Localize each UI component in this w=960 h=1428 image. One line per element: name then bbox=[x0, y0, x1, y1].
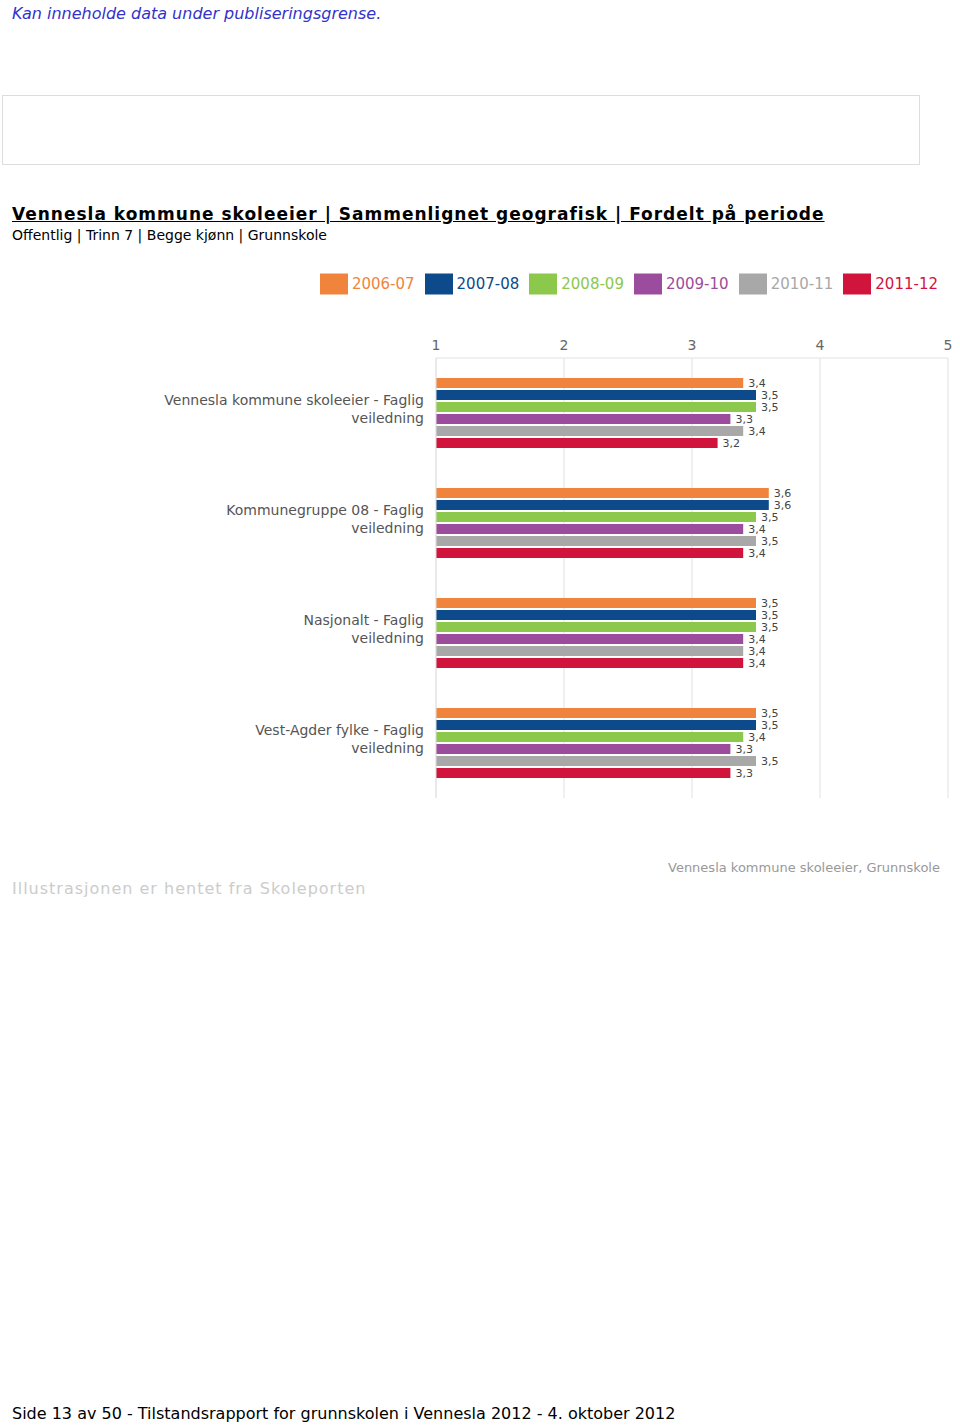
svg-text:3,5: 3,5 bbox=[761, 706, 779, 720]
svg-text:3,6: 3,6 bbox=[773, 498, 792, 512]
html-text:2011-12: 2011-12 bbox=[875, 274, 938, 293]
svg-text:3,5: 3,5 bbox=[761, 510, 779, 524]
svg-text:3,3: 3,3 bbox=[735, 767, 753, 780]
svg-text:3,4: 3,4 bbox=[748, 376, 766, 390]
html-text:2007-08: 2007-08 bbox=[456, 274, 520, 293]
html-text:Vennesla kommune skoleeier, Gr: Vennesla kommune skoleeier, Grunnskole bbox=[668, 860, 940, 875]
svg-text:3,6: 3,6 bbox=[773, 486, 792, 500]
svg-text:3,3: 3,3 bbox=[735, 412, 753, 426]
svg-text:Kommunegruppe 08 - Fagligveile: Kommunegruppe 08 - Fagligveiledning bbox=[226, 502, 424, 536]
html-text:2009-10: 2009-10 bbox=[665, 274, 729, 293]
svg-text:3,4: 3,4 bbox=[748, 547, 766, 560]
html-text:Illustrasjonen er hentet fra S: Illustrasjonen er hentet fra Skoleporten bbox=[12, 879, 367, 898]
svg-text:3,4: 3,4 bbox=[748, 657, 766, 670]
html-text:Side 13 av 50 - Tilstandsrappo: Side 13 av 50 - Tilstandsrapport for gru… bbox=[12, 1404, 676, 1423]
html-text:Kan inneholde data under publi: Kan inneholde data under publiseringsgre… bbox=[12, 4, 382, 23]
svg-text:3,4: 3,4 bbox=[748, 522, 766, 536]
html-text:Vennesla kommune skoleeier | S: Vennesla kommune skoleeier | Sammenligne… bbox=[12, 204, 825, 224]
svg-text:Nasjonalt - Fagligveiledning: Nasjonalt - Fagligveiledning bbox=[304, 612, 424, 646]
html-text:Offentlig | Trinn 7 | Begge kj: Offentlig | Trinn 7 | Begge kjønn | Grun… bbox=[12, 227, 327, 243]
svg-text:1: 1 bbox=[432, 337, 441, 353]
svg-text:3,4: 3,4 bbox=[748, 730, 766, 744]
svg-text:Vennesla kommune skoleeier - F: Vennesla kommune skoleeier - Fagligveile… bbox=[164, 392, 424, 426]
svg-text:3,5: 3,5 bbox=[761, 401, 779, 414]
svg-text:3,5: 3,5 bbox=[761, 596, 779, 610]
svg-text:3,5: 3,5 bbox=[761, 388, 779, 402]
svg-text:3,4: 3,4 bbox=[748, 644, 766, 658]
svg-text:2: 2 bbox=[560, 337, 569, 353]
svg-text:3,5: 3,5 bbox=[761, 534, 779, 548]
svg-text:3,5: 3,5 bbox=[761, 620, 779, 634]
svg-text:3,3: 3,3 bbox=[735, 743, 753, 756]
html-text:2008-09: 2008-09 bbox=[561, 274, 624, 293]
svg-text:Vest-Agder fylke - Fagligveile: Vest-Agder fylke - Fagligveiledning bbox=[255, 722, 424, 756]
svg-text:3: 3 bbox=[688, 337, 697, 353]
svg-text:3,5: 3,5 bbox=[761, 608, 779, 622]
svg-text:3,4: 3,4 bbox=[748, 425, 766, 438]
svg-text:3,5: 3,5 bbox=[761, 718, 779, 732]
svg-text:3,5: 3,5 bbox=[761, 755, 779, 768]
html-text:2006-07: 2006-07 bbox=[351, 274, 415, 293]
html-text:2010-11: 2010-11 bbox=[770, 274, 834, 293]
svg-text:3,4: 3,4 bbox=[748, 632, 766, 646]
svg-text:3,2: 3,2 bbox=[723, 437, 741, 450]
svg-text:5: 5 bbox=[944, 337, 952, 353]
svg-text:4: 4 bbox=[816, 337, 825, 353]
